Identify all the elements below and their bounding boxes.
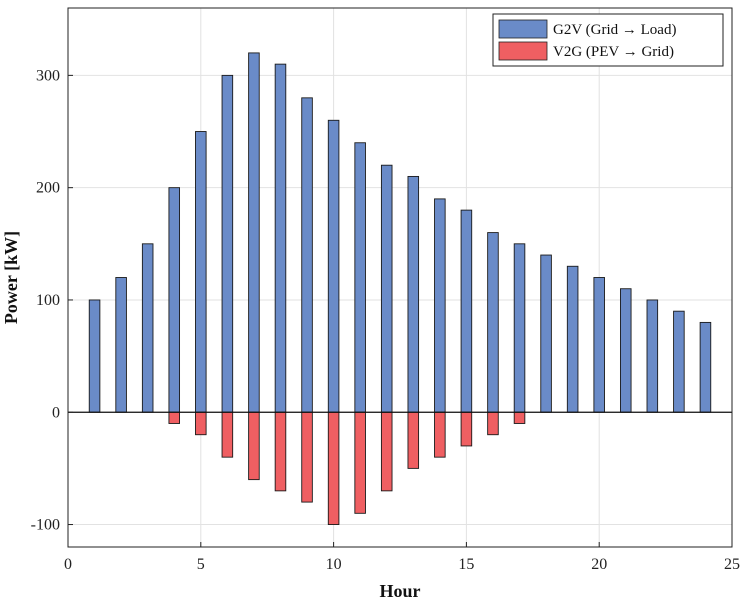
g2v-bar: [380, 164, 393, 413]
v2g-bar: [168, 411, 181, 424]
legend-label-v2g: V2G (PEV → Grid): [553, 44, 674, 60]
g2v-bar: [88, 299, 101, 413]
v2g-bar: [195, 411, 207, 436]
g2v-bar: [195, 131, 207, 413]
g2v-bar: [407, 175, 420, 413]
y-tick-label: 0: [52, 404, 60, 421]
x-tick-label: 0: [64, 556, 72, 573]
v2g-bar: [274, 411, 287, 492]
g2v-bar: [646, 299, 659, 413]
g2v-bar: [221, 74, 234, 413]
g2v-bar: [540, 254, 552, 413]
g2v-bar: [141, 243, 154, 413]
v2g-bar: [407, 411, 420, 469]
x-tick-label: 5: [197, 556, 205, 573]
legend: G2V (Grid → Load) V2G (PEV → Grid): [492, 13, 724, 67]
g2v-bar: [301, 97, 313, 413]
legend-swatch-g2v: [498, 19, 548, 39]
g2v-bar: [619, 288, 632, 413]
y-axis-label: Power [kW]: [1, 231, 21, 324]
v2g-bar: [434, 411, 446, 458]
g2v-bar: [513, 243, 526, 413]
v2g-bar: [327, 411, 340, 525]
g2v-bar: [593, 277, 605, 413]
g2v-bar: [274, 63, 287, 413]
g2v-bar: [248, 52, 260, 413]
v2g-bar: [221, 411, 234, 458]
x-tick-label: 20: [591, 556, 607, 573]
v2g-bar: [354, 411, 366, 514]
v2g-bar: [460, 411, 473, 447]
g2v-bar: [673, 310, 685, 413]
x-tick-labels: 0 5 10 15 20 25: [64, 542, 740, 573]
x-tick-label: 15: [458, 556, 474, 573]
grid-lines: [68, 8, 732, 547]
g2v-bar: [699, 321, 712, 413]
g2v-bar: [354, 142, 366, 413]
v2g-bar: [487, 411, 499, 436]
x-axis-label: Hour: [379, 581, 420, 601]
g2v-bar: [434, 198, 446, 413]
bars: [88, 52, 712, 525]
y-tick-label: -100: [31, 517, 60, 534]
x-tick-label: 25: [724, 556, 740, 573]
g2v-bar: [566, 265, 579, 413]
y-tick-labels: -100 0 100 200 300: [31, 67, 73, 534]
g2v-bar: [487, 232, 499, 413]
x-tick-label: 10: [326, 556, 342, 573]
g2v-bar: [168, 187, 181, 413]
legend-swatch-v2g: [498, 41, 548, 61]
legend-label-g2v: G2V (Grid → Load): [553, 22, 676, 38]
v2g-bar: [248, 411, 260, 481]
g2v-bar: [115, 277, 127, 413]
v2g-bar: [301, 411, 313, 503]
y-tick-label: 300: [36, 67, 60, 84]
g2v-bar: [327, 119, 340, 413]
y-tick-label: 200: [36, 180, 60, 197]
plot-frame: [67, 7, 733, 548]
v2g-bar: [380, 411, 393, 492]
v2g-bar: [513, 411, 526, 424]
g2v-bar: [460, 209, 473, 413]
y-tick-label: 100: [36, 292, 60, 309]
